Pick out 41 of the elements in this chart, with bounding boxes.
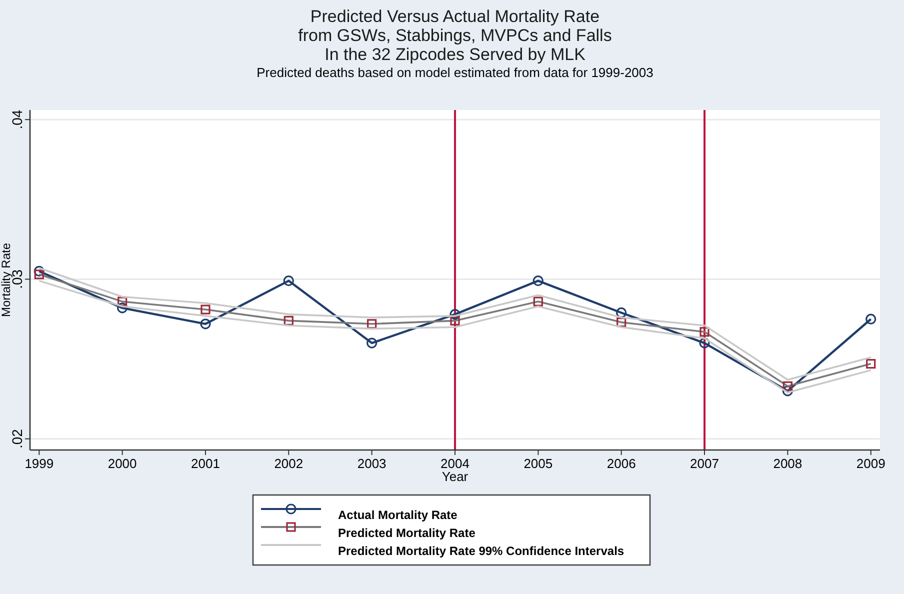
point	[200, 318, 211, 330]
point	[118, 296, 128, 306]
point	[616, 318, 626, 328]
point	[117, 302, 128, 314]
chart-title: Predicted Versus Actual Mortality Rate from GSWs, Stabbings, MVPCs and Falls In the 32 Zipcodes Served by MLK	[298, 7, 612, 64]
x-tick-label: 2005	[524, 456, 553, 471]
point	[200, 304, 210, 314]
point	[34, 266, 44, 277]
y-tick-label: .02	[9, 428, 25, 449]
point	[532, 276, 544, 286]
x-tick-label: 2009	[856, 456, 886, 471]
point	[450, 309, 460, 320]
x-tick-label: 2000	[108, 456, 137, 471]
y-tick-label: .04	[9, 110, 25, 130]
chart-subtitle: Predicted deaths based on model estimated from data for 1999-2003	[256, 65, 654, 80]
x-tick-label: 2007	[690, 456, 719, 471]
legend-label: Predicted Mortality Rate	[338, 526, 476, 540]
point	[367, 319, 377, 329]
point	[700, 327, 710, 337]
point	[450, 316, 460, 326]
x-tick-label: 2008	[773, 456, 802, 471]
point	[699, 338, 710, 348]
point	[866, 359, 876, 369]
x-tick-label: 2006	[606, 456, 636, 471]
point	[284, 316, 294, 326]
x-axis-title: Year	[442, 469, 469, 484]
point	[782, 381, 792, 391]
x-tick-label: 2001	[191, 456, 220, 471]
legend-label: Actual Mortality Rate	[338, 508, 458, 522]
x-tick-label: 1999	[24, 456, 54, 471]
point	[782, 386, 793, 396]
x-tick-label: 2002	[274, 456, 304, 471]
point	[366, 338, 378, 348]
point	[533, 296, 543, 306]
point	[283, 276, 294, 286]
x-tick-label: 2004	[440, 456, 470, 471]
legend-label: Predicted Mortality Rate 99% Confidence Intervals	[338, 544, 624, 558]
x-tick-label: 2003	[357, 456, 386, 471]
point	[34, 270, 44, 280]
point	[866, 314, 876, 324]
point	[616, 307, 627, 318]
